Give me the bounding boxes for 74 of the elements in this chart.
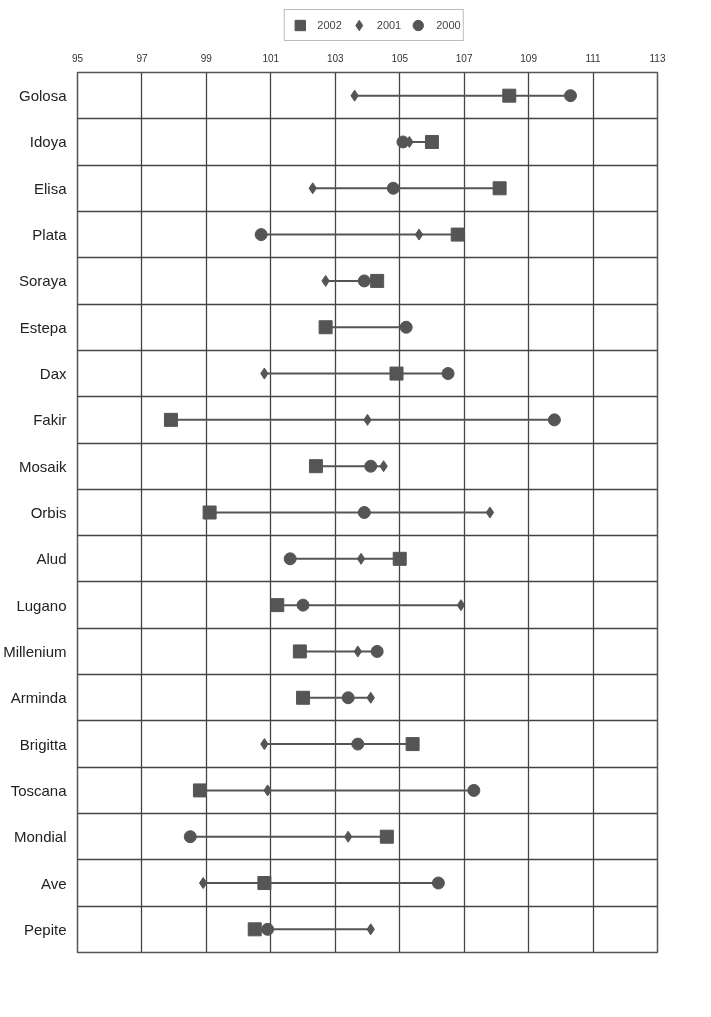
point (270, 598, 285, 613)
point (296, 690, 311, 705)
point (163, 412, 178, 427)
point (292, 644, 307, 659)
y-tick-label: Mondial (13, 828, 67, 846)
point (183, 830, 197, 844)
point (389, 366, 404, 381)
x-tick-label: 101 (262, 52, 280, 64)
point (424, 134, 439, 149)
point (254, 228, 268, 242)
point (357, 506, 371, 519)
point (379, 829, 394, 844)
y-tick-label: Plata (32, 226, 68, 244)
point (351, 737, 365, 751)
point (341, 691, 355, 705)
point (441, 367, 455, 381)
point (456, 599, 466, 612)
point (356, 552, 366, 565)
y-tick-label: Golosa (18, 87, 68, 105)
y-tick-label: Dax (39, 365, 67, 383)
point (467, 783, 481, 797)
point (283, 552, 297, 566)
y-tick-label: Millenium (3, 642, 67, 660)
y-tick-label: Pepite (23, 920, 67, 938)
point (564, 89, 577, 103)
y-tick-label: Elisa (33, 179, 68, 197)
point (386, 181, 400, 195)
point (392, 551, 407, 566)
point (202, 505, 217, 520)
point (247, 922, 262, 937)
y-tick-label: Alud (36, 550, 67, 568)
x-tick-label: 99 (200, 52, 213, 64)
y-tick-label: Brigitta (19, 735, 68, 753)
y-tick-label: Toscana (10, 781, 68, 799)
point (547, 413, 561, 427)
point (450, 227, 465, 242)
y-tick-label: Ave (40, 874, 67, 892)
point (296, 598, 310, 612)
point (318, 320, 333, 335)
legend-label: 2002 (317, 19, 342, 31)
point (396, 135, 410, 149)
x-tick-label: 97 (136, 52, 148, 64)
y-tick-label: Estepa (19, 318, 68, 336)
point (485, 506, 495, 519)
y-tick-label: Soraya (18, 272, 68, 290)
x-tick-label: 103 (326, 52, 345, 64)
point (192, 783, 207, 798)
y-tick-label: Lugano (16, 596, 67, 614)
legend-label: 2000 (436, 19, 461, 31)
y-tick-label: Orbis (30, 504, 67, 521)
point (308, 459, 323, 474)
point (370, 273, 385, 288)
point (357, 274, 371, 288)
x-tick-label: 95 (71, 52, 84, 64)
x-tick-label: 107 (455, 52, 473, 64)
point (261, 922, 275, 936)
x-tick-label: 105 (391, 52, 409, 64)
x-tick-label: 113 (649, 52, 666, 64)
x-tick-label: 111 (585, 52, 602, 64)
point (370, 644, 384, 658)
point (257, 876, 272, 891)
point (492, 181, 507, 196)
legend-label: 2001 (376, 19, 402, 31)
y-tick-label: Mosaik (18, 457, 67, 475)
point (502, 88, 517, 103)
point (399, 320, 413, 334)
y-tick-label: Idoya (29, 133, 68, 151)
point (414, 228, 424, 241)
y-tick-label: Fakir (33, 411, 67, 429)
y-tick-label: Arminda (10, 689, 68, 707)
x-tick-label: 109 (520, 52, 538, 64)
point (431, 876, 445, 890)
point (364, 459, 378, 473)
point (405, 737, 420, 752)
